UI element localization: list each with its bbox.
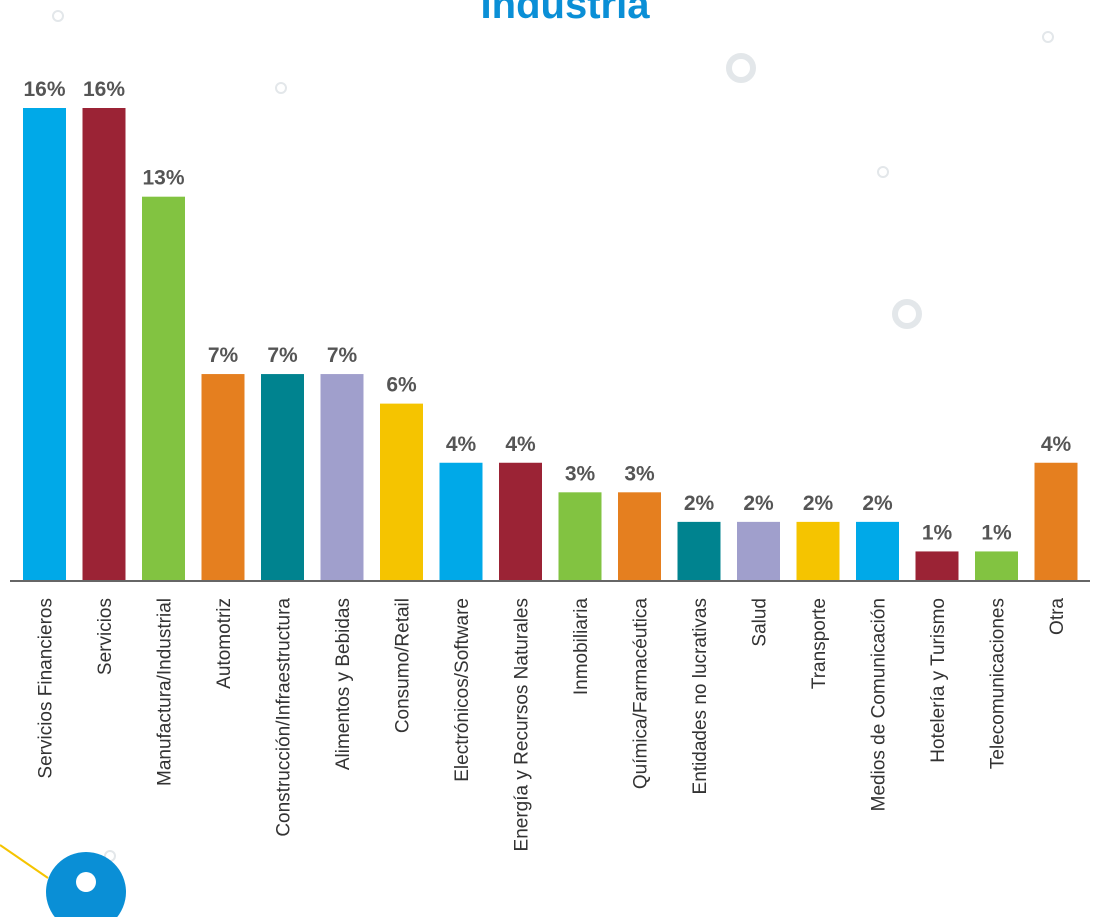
x-tick-label: Salud: [750, 598, 771, 647]
x-tick-label: Automotriz: [214, 598, 235, 689]
x-tick-label: Manufactura/Industrial: [155, 598, 176, 786]
bar: [618, 492, 661, 581]
bar: [320, 374, 364, 581]
value-label: 7%: [267, 344, 298, 367]
bar: [915, 551, 959, 581]
x-tick-label: Medios de Comunicación: [869, 598, 890, 811]
value-label: 3%: [565, 462, 596, 485]
value-label: 6%: [386, 374, 417, 397]
value-label: 3%: [624, 462, 655, 485]
bar: [856, 521, 899, 581]
value-label: 1%: [981, 521, 1012, 544]
value-label: 4%: [1041, 433, 1072, 456]
bar: [261, 374, 304, 581]
value-label: 2%: [743, 492, 774, 515]
value-label: 16%: [23, 78, 65, 101]
bar: [201, 374, 245, 581]
bar: [82, 108, 126, 581]
value-label: 2%: [862, 492, 893, 515]
x-tick-label: Alimentos y Bebidas: [333, 598, 354, 770]
bar: [737, 521, 780, 581]
value-label: 16%: [83, 78, 125, 101]
x-tick-label: Inmobiliaria: [571, 598, 592, 696]
bar: [380, 403, 423, 581]
bar: [796, 521, 840, 581]
icon: [76, 872, 96, 892]
x-tick-label: Construcción/Infraestructura: [274, 598, 295, 837]
decoration: [52, 10, 1054, 862]
chart-title: Industria: [481, 0, 651, 27]
value-label: 7%: [208, 344, 239, 367]
value-label: 4%: [446, 433, 477, 456]
value-label: 2%: [684, 492, 715, 515]
value-label: 1%: [922, 521, 953, 544]
x-tick-label: Servicios: [95, 598, 116, 675]
value-label: 4%: [505, 433, 536, 456]
bar: [975, 551, 1018, 581]
decoration: [0, 844, 49, 879]
x-tick-label: Consumo/Retail: [393, 598, 414, 733]
bar: [1034, 462, 1078, 581]
bar: [499, 462, 542, 581]
bar: [142, 196, 185, 581]
x-tick-label: Entidades no lucrativas: [690, 598, 711, 794]
bar: [439, 462, 483, 581]
x-tick-label: Transporte: [809, 598, 830, 689]
x-tick-label: Química/Farmacéutica: [631, 598, 652, 790]
x-tick-label: Otra: [1047, 598, 1068, 635]
value-label: 13%: [142, 167, 184, 190]
x-tick-label: Telecomunicaciones: [988, 598, 1009, 769]
value-label: 7%: [327, 344, 358, 367]
value-label: 2%: [803, 492, 834, 515]
x-tick-label: Hotelería y Turismo: [928, 598, 949, 763]
bar: [677, 521, 721, 581]
decoration: [726, 53, 922, 329]
x-tick-label: Energía y Recursos Naturales: [512, 598, 533, 851]
x-tick-label: Electrónicos/Software: [452, 598, 473, 782]
bar: [23, 108, 66, 581]
x-tick-label: Servicios Financieros: [36, 598, 57, 779]
bar: [558, 492, 602, 581]
